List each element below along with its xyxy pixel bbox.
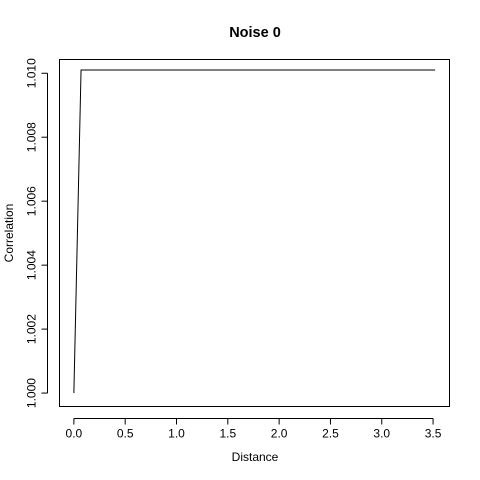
plot-frame <box>59 59 450 407</box>
x-tick-label: 2.0 <box>271 427 288 441</box>
x-tick-label: 0.0 <box>66 427 83 441</box>
y-tick-label: 1.002 <box>25 314 39 344</box>
x-tick-label: 0.5 <box>117 427 134 441</box>
y-axis: 1.000 1.002 1.004 1.006 1.008 1.010 <box>25 58 48 408</box>
chart-title: Noise 0 <box>229 25 281 41</box>
series-group <box>73 69 436 394</box>
x-axis: 0.0 0.5 1.0 1.5 2.0 2.5 3.0 3.5 <box>66 418 442 441</box>
x-tick-label: 3.0 <box>373 427 390 441</box>
y-tick-label: 1.008 <box>25 122 39 152</box>
y-tick-label: 1.006 <box>25 186 39 216</box>
series-line <box>73 69 436 394</box>
y-axis-label: Correlation <box>2 204 16 263</box>
x-tick-label: 1.0 <box>168 427 185 441</box>
x-tick-label: 3.5 <box>425 427 442 441</box>
y-tick-label: 1.000 <box>25 378 39 408</box>
x-axis-label: Distance <box>232 450 279 464</box>
y-tick-label: 1.004 <box>25 250 39 280</box>
y-tick-label: 1.010 <box>25 58 39 88</box>
x-tick-label: 1.5 <box>219 427 236 441</box>
x-tick-label: 2.5 <box>322 427 339 441</box>
